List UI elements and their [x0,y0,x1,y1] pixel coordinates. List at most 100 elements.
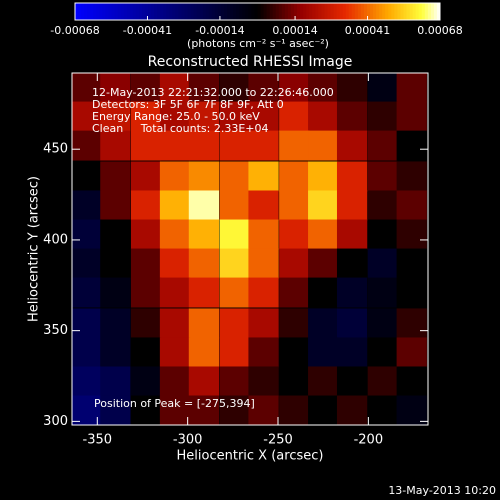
heat-cell [336,308,368,339]
colorbar-swatch [360,3,365,20]
colorbar-swatch [382,3,386,20]
colorbar-swatch [400,3,404,20]
heat-cell [279,277,310,308]
heat-cell [100,248,131,279]
heat-cell [130,337,162,368]
heat-cell [248,161,279,192]
colorbar-swatch [227,3,231,20]
heat-cell [396,130,427,161]
heat-cell [72,161,102,192]
annotation: 12-May-2013 22:21:32.000 to 22:26:46.000 [92,86,334,99]
colorbar-swatch [363,3,368,20]
colorbar-swatch [208,3,213,20]
colorbar-swatch [230,3,234,20]
colorbar-swatch [196,3,201,20]
colorbar-swatch [351,3,356,20]
colorbar-swatch [135,3,140,20]
colorbar-swatch [245,3,249,20]
heat-cell [336,161,368,192]
heat-cell [279,308,310,339]
colorbar-swatch [315,3,319,20]
heat-cell [100,366,131,397]
heat-cell [308,277,339,308]
heat-cell [159,161,191,192]
annotation: Detectors: 3F 5F 6F 7F 8F 9F, Att 0 [92,98,284,111]
heat-cell [308,395,339,425]
peak-label: Position of Peak = [-275,394] [94,397,255,410]
colorbar-swatch [190,3,195,20]
colorbar [74,2,441,21]
heat-cell [248,130,279,161]
heat-cell [367,366,398,397]
colorbar-swatch [236,3,240,20]
heat-cell [367,337,398,368]
chart-title: Reconstructed RHESSI Image [148,54,353,70]
colorbar-swatch [406,3,411,20]
colorbar-swatch [275,3,280,20]
heat-cell [279,248,310,279]
heat-cell [367,219,398,250]
colorbar-tick-label: -0.00041 [123,24,172,37]
heat-cell [396,161,427,192]
colorbar-swatch [376,3,380,20]
colorbar-swatch [217,3,222,20]
heat-cell [308,161,339,192]
colorbar-tick-label: 0.00041 [345,24,391,37]
colorbar-swatch [172,3,176,20]
colorbar-swatch [160,3,164,20]
colorbar-swatch [333,3,338,20]
heat-cell [396,190,427,221]
heat-cell [367,277,398,308]
heat-cell [159,101,191,132]
heat-cell [130,190,162,221]
colorbar-swatch [403,3,408,20]
colorbar-swatch [141,3,146,20]
colorbar-swatch [300,3,304,20]
colorbar-swatch [144,3,149,20]
heat-cell [279,130,310,161]
heat-cell [336,130,368,161]
heat-cell [367,130,398,161]
colorbar-swatch [239,3,243,20]
heat-cell [159,395,191,425]
colorbar-swatch [415,3,420,20]
heat-cell [279,190,310,221]
heat-cell [336,248,368,279]
colorbar-swatch [117,3,122,20]
heat-cell [159,190,191,221]
heat-cell [248,219,279,250]
heat-cell [72,277,102,308]
heat-cell [219,161,250,192]
heat-cell [72,130,102,161]
heat-cell [336,277,368,308]
heat-cell [100,190,131,221]
colorbar-swatch [284,3,289,20]
heat-cell [248,308,279,339]
heat-cell [159,130,191,161]
heat-cell [336,190,368,221]
heat-cell [219,395,250,425]
colorbar-swatch [114,3,119,20]
heat-cell [100,73,131,103]
colorbar-swatch [90,3,94,20]
heat-cell [130,161,162,192]
heat-cell [279,337,310,368]
heat-cell [130,101,162,132]
heat-cell [219,277,250,308]
y-tick-label: 400 [43,232,68,247]
heat-cell [279,366,310,397]
heat-cell [279,161,310,192]
colorbar-swatch [327,3,331,20]
heat-cell [130,277,162,308]
heat-cell [279,219,310,250]
footer: 13-May-2013 10:20 [388,484,496,497]
heat-cell [159,248,191,279]
colorbar-swatch [321,3,325,20]
heat-cell [308,337,339,368]
heat-cell [130,395,162,425]
heat-cell [396,308,427,339]
colorbar-swatch [93,3,97,20]
heat-cell [130,366,162,397]
colorbar-swatch [184,3,189,20]
